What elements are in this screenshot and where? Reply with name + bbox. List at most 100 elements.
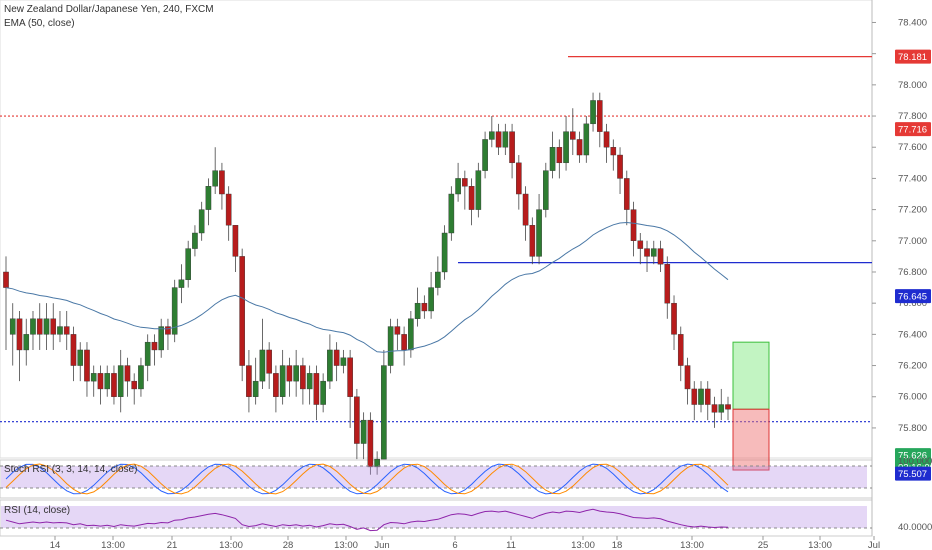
candle-body — [630, 209, 637, 241]
candle-body — [279, 365, 286, 397]
candle-body — [347, 357, 353, 397]
x-tick-label: Jun — [374, 540, 389, 550]
rsi-band — [1, 506, 867, 528]
candle-body — [131, 380, 138, 390]
x-tick-label: 13:00 — [219, 540, 243, 550]
candle-body — [428, 287, 434, 312]
y-tick-label: 75.800 — [898, 423, 927, 434]
candle-body — [50, 318, 57, 335]
chart-title: New Zealand Dollar/Japanese Yen, 240, FX… — [4, 4, 214, 15]
candle-body — [387, 326, 394, 366]
candle-body — [556, 147, 563, 164]
stoch-band — [1, 466, 867, 488]
candle-body — [117, 365, 124, 397]
candle-body — [691, 388, 698, 405]
candle-body — [543, 170, 549, 210]
candle-body — [677, 334, 684, 366]
candle-body — [482, 139, 488, 171]
candle-body — [300, 365, 306, 390]
candle-body — [610, 147, 617, 156]
candle-body — [509, 131, 515, 164]
rsi-line — [5, 508, 729, 532]
y-tick-label: 77.000 — [898, 236, 927, 247]
candle-body — [306, 373, 313, 390]
price-label-76645-bg — [895, 289, 931, 304]
candle-body — [23, 334, 30, 351]
candle-body — [63, 326, 70, 335]
price-pane — [0, 0, 873, 459]
candle-body — [603, 131, 610, 148]
candle-body — [266, 349, 272, 374]
candle-body — [522, 193, 529, 226]
candle-body — [320, 380, 326, 405]
candle-body — [637, 240, 644, 249]
candle-body — [421, 302, 428, 312]
candle-body — [293, 365, 299, 382]
x-tick-label: 13:00 — [571, 540, 595, 550]
candle-body — [259, 349, 266, 382]
candle-body — [516, 162, 522, 195]
candle-body — [313, 373, 320, 405]
candle-body — [381, 365, 387, 460]
candle-body — [3, 271, 9, 288]
candle-body — [502, 131, 509, 148]
price-label-75626-bg — [895, 448, 931, 463]
x-tick-label: 13:00 — [101, 540, 125, 550]
candle-body — [138, 365, 144, 390]
x-tick-label: 21 — [167, 540, 178, 550]
candle-body — [90, 373, 97, 382]
candle-body — [16, 318, 23, 351]
candle-body — [246, 365, 252, 397]
stoch-rsi-legend: Stoch RSI (3, 3, 14, 14, close) — [4, 464, 138, 475]
stoch-k-line — [5, 463, 729, 495]
candle-body — [333, 349, 340, 366]
candle-body — [644, 248, 650, 257]
candle-body — [596, 100, 603, 132]
candle-body — [475, 170, 482, 210]
candle-body — [435, 271, 441, 288]
candle-body — [273, 373, 279, 397]
y-tick-label: 78.000 — [898, 80, 927, 91]
long-stop-zone — [732, 408, 770, 471]
candle-body — [489, 131, 495, 140]
x-tick-label: 28 — [283, 540, 294, 550]
candle-body — [549, 147, 556, 171]
candle-body — [536, 209, 542, 257]
candle-body — [570, 131, 576, 140]
y-tick-label: 77.800 — [898, 111, 927, 122]
candle-body — [623, 178, 630, 210]
stoch-d-line — [5, 463, 729, 495]
candle-body — [441, 232, 448, 273]
x-tick-label: 6 — [452, 540, 457, 550]
candle-body — [718, 404, 725, 413]
candle-body — [650, 248, 657, 257]
candle-body — [448, 193, 455, 234]
price-label-78181-bg — [895, 49, 931, 64]
candle-body — [104, 373, 111, 390]
long-target-zone — [732, 341, 770, 410]
candle-body — [158, 326, 164, 351]
candle-body — [657, 248, 664, 265]
candle-body — [77, 349, 84, 366]
x-tick-label: 13:00 — [680, 540, 704, 550]
candle-body — [617, 154, 623, 179]
candle-body — [97, 373, 104, 390]
x-tick-label: 11 — [506, 540, 516, 550]
candle-body — [583, 123, 590, 156]
price-label-75507: 75.507 — [898, 469, 927, 480]
candle-body — [711, 404, 718, 413]
candle-body — [704, 388, 711, 405]
candle-body — [340, 357, 347, 366]
candle-body — [394, 326, 401, 335]
candle-body — [367, 419, 374, 468]
candle-body — [671, 302, 677, 335]
candle-body — [360, 419, 367, 444]
candle-body — [374, 458, 380, 468]
x-tick-label: 13:00 — [334, 540, 358, 550]
candle-body — [252, 380, 259, 397]
candle-body — [664, 263, 671, 304]
candle-body — [232, 225, 239, 257]
y-tick-label: 78.400 — [898, 17, 927, 28]
y-tick-label: 76.000 — [898, 392, 927, 403]
